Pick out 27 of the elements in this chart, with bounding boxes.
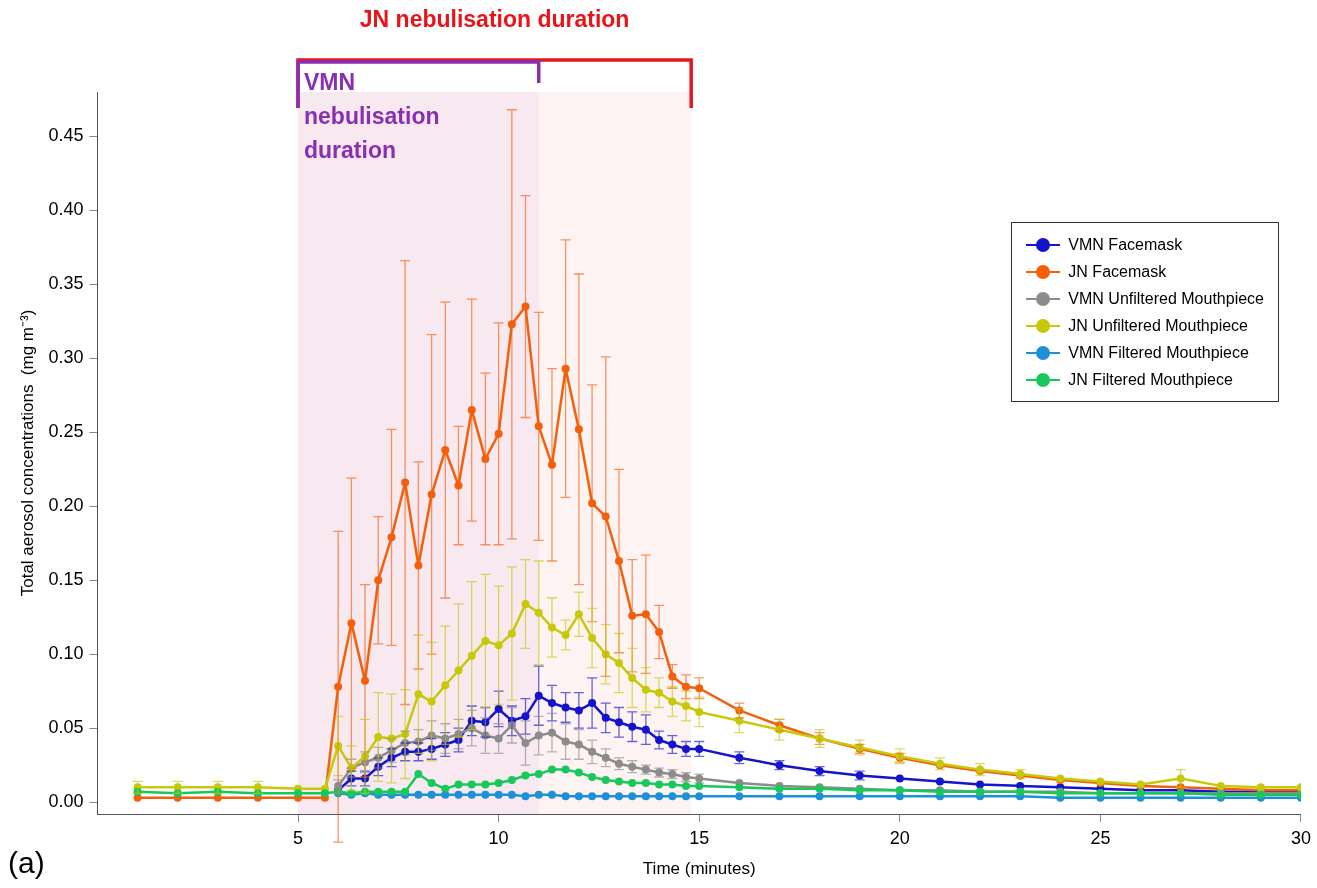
- x-tick-label: 20: [889, 827, 910, 848]
- text: (a): [8, 846, 45, 880]
- y-tick-label: 0.45: [48, 125, 84, 146]
- y-tick-label: 0.25: [48, 421, 84, 442]
- y-tick-label: 0.10: [48, 643, 84, 664]
- x-tick-label: 5: [293, 827, 304, 848]
- y-tick-label: 0.15: [48, 569, 84, 590]
- legend-label: JN Filtered Mouthpiece: [1068, 370, 1233, 389]
- legend-label: VMN Filtered Mouthpiece: [1068, 343, 1249, 362]
- legend-label: VMN Facemask: [1068, 235, 1183, 254]
- y-tick-label: 0.20: [48, 495, 84, 516]
- y-tick-label: 0.30: [48, 347, 84, 368]
- y-tick-label: 0.40: [48, 199, 84, 220]
- legend-label: JN Facemask: [1068, 262, 1167, 281]
- y-tick-label: 0.00: [48, 791, 84, 812]
- legend-label: JN Unfiltered Mouthpiece: [1068, 316, 1248, 335]
- legend-label: VMN Unfiltered Mouthpiece: [1068, 289, 1264, 308]
- y-tick-label: 0.05: [48, 717, 84, 738]
- band-label: VMN nebulisation duration: [304, 68, 440, 163]
- x-tick-label: 15: [689, 827, 710, 848]
- y-axis-title: Total aerosol concentrations (mg m⁻³): [17, 309, 37, 597]
- y-tick-label: 0.35: [48, 273, 84, 294]
- band-label: JN nebulisation duration: [359, 5, 630, 32]
- x-axis-title: Time (minutes): [642, 859, 756, 879]
- x-tick-label: 10: [488, 827, 509, 848]
- x-tick-label: 25: [1090, 827, 1111, 848]
- x-tick-label: 30: [1290, 827, 1311, 848]
